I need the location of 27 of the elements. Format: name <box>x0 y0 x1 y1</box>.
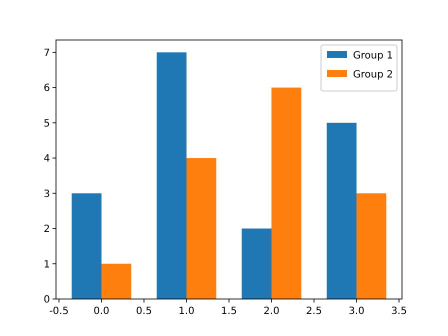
y-tick-label: 6 <box>44 83 50 94</box>
x-tick-label: 2.5 <box>306 306 322 317</box>
y-tick-label: 5 <box>44 118 50 130</box>
y-tick-label: 7 <box>44 48 50 59</box>
bar <box>101 264 132 299</box>
bar <box>356 193 386 299</box>
bar <box>186 158 216 299</box>
x-tick-label: 2.0 <box>264 306 280 317</box>
y-tick-label: 3 <box>44 188 50 200</box>
x-tick-label: 1.5 <box>221 306 237 317</box>
bar <box>156 52 186 299</box>
x-tick-label: -0.5 <box>49 306 69 317</box>
x-tick-label: 3.5 <box>391 306 407 317</box>
y-tick-label: 4 <box>44 154 50 165</box>
x-tick-label: 0.5 <box>136 306 152 317</box>
x-tick-label: 3.0 <box>348 306 364 317</box>
x-tick-label: 1.0 <box>178 306 194 317</box>
y-tick-label: 2 <box>44 224 50 236</box>
legend-label: Group 1 <box>353 50 393 62</box>
bar <box>326 122 357 299</box>
bar <box>242 228 272 299</box>
bar <box>72 193 102 299</box>
y-tick-label: 0 <box>44 294 50 306</box>
y-tick-label: 1 <box>44 259 50 270</box>
x-tick-label: 0.0 <box>94 306 110 317</box>
bar <box>272 88 302 299</box>
legend-label: Group 2 <box>353 70 393 80</box>
